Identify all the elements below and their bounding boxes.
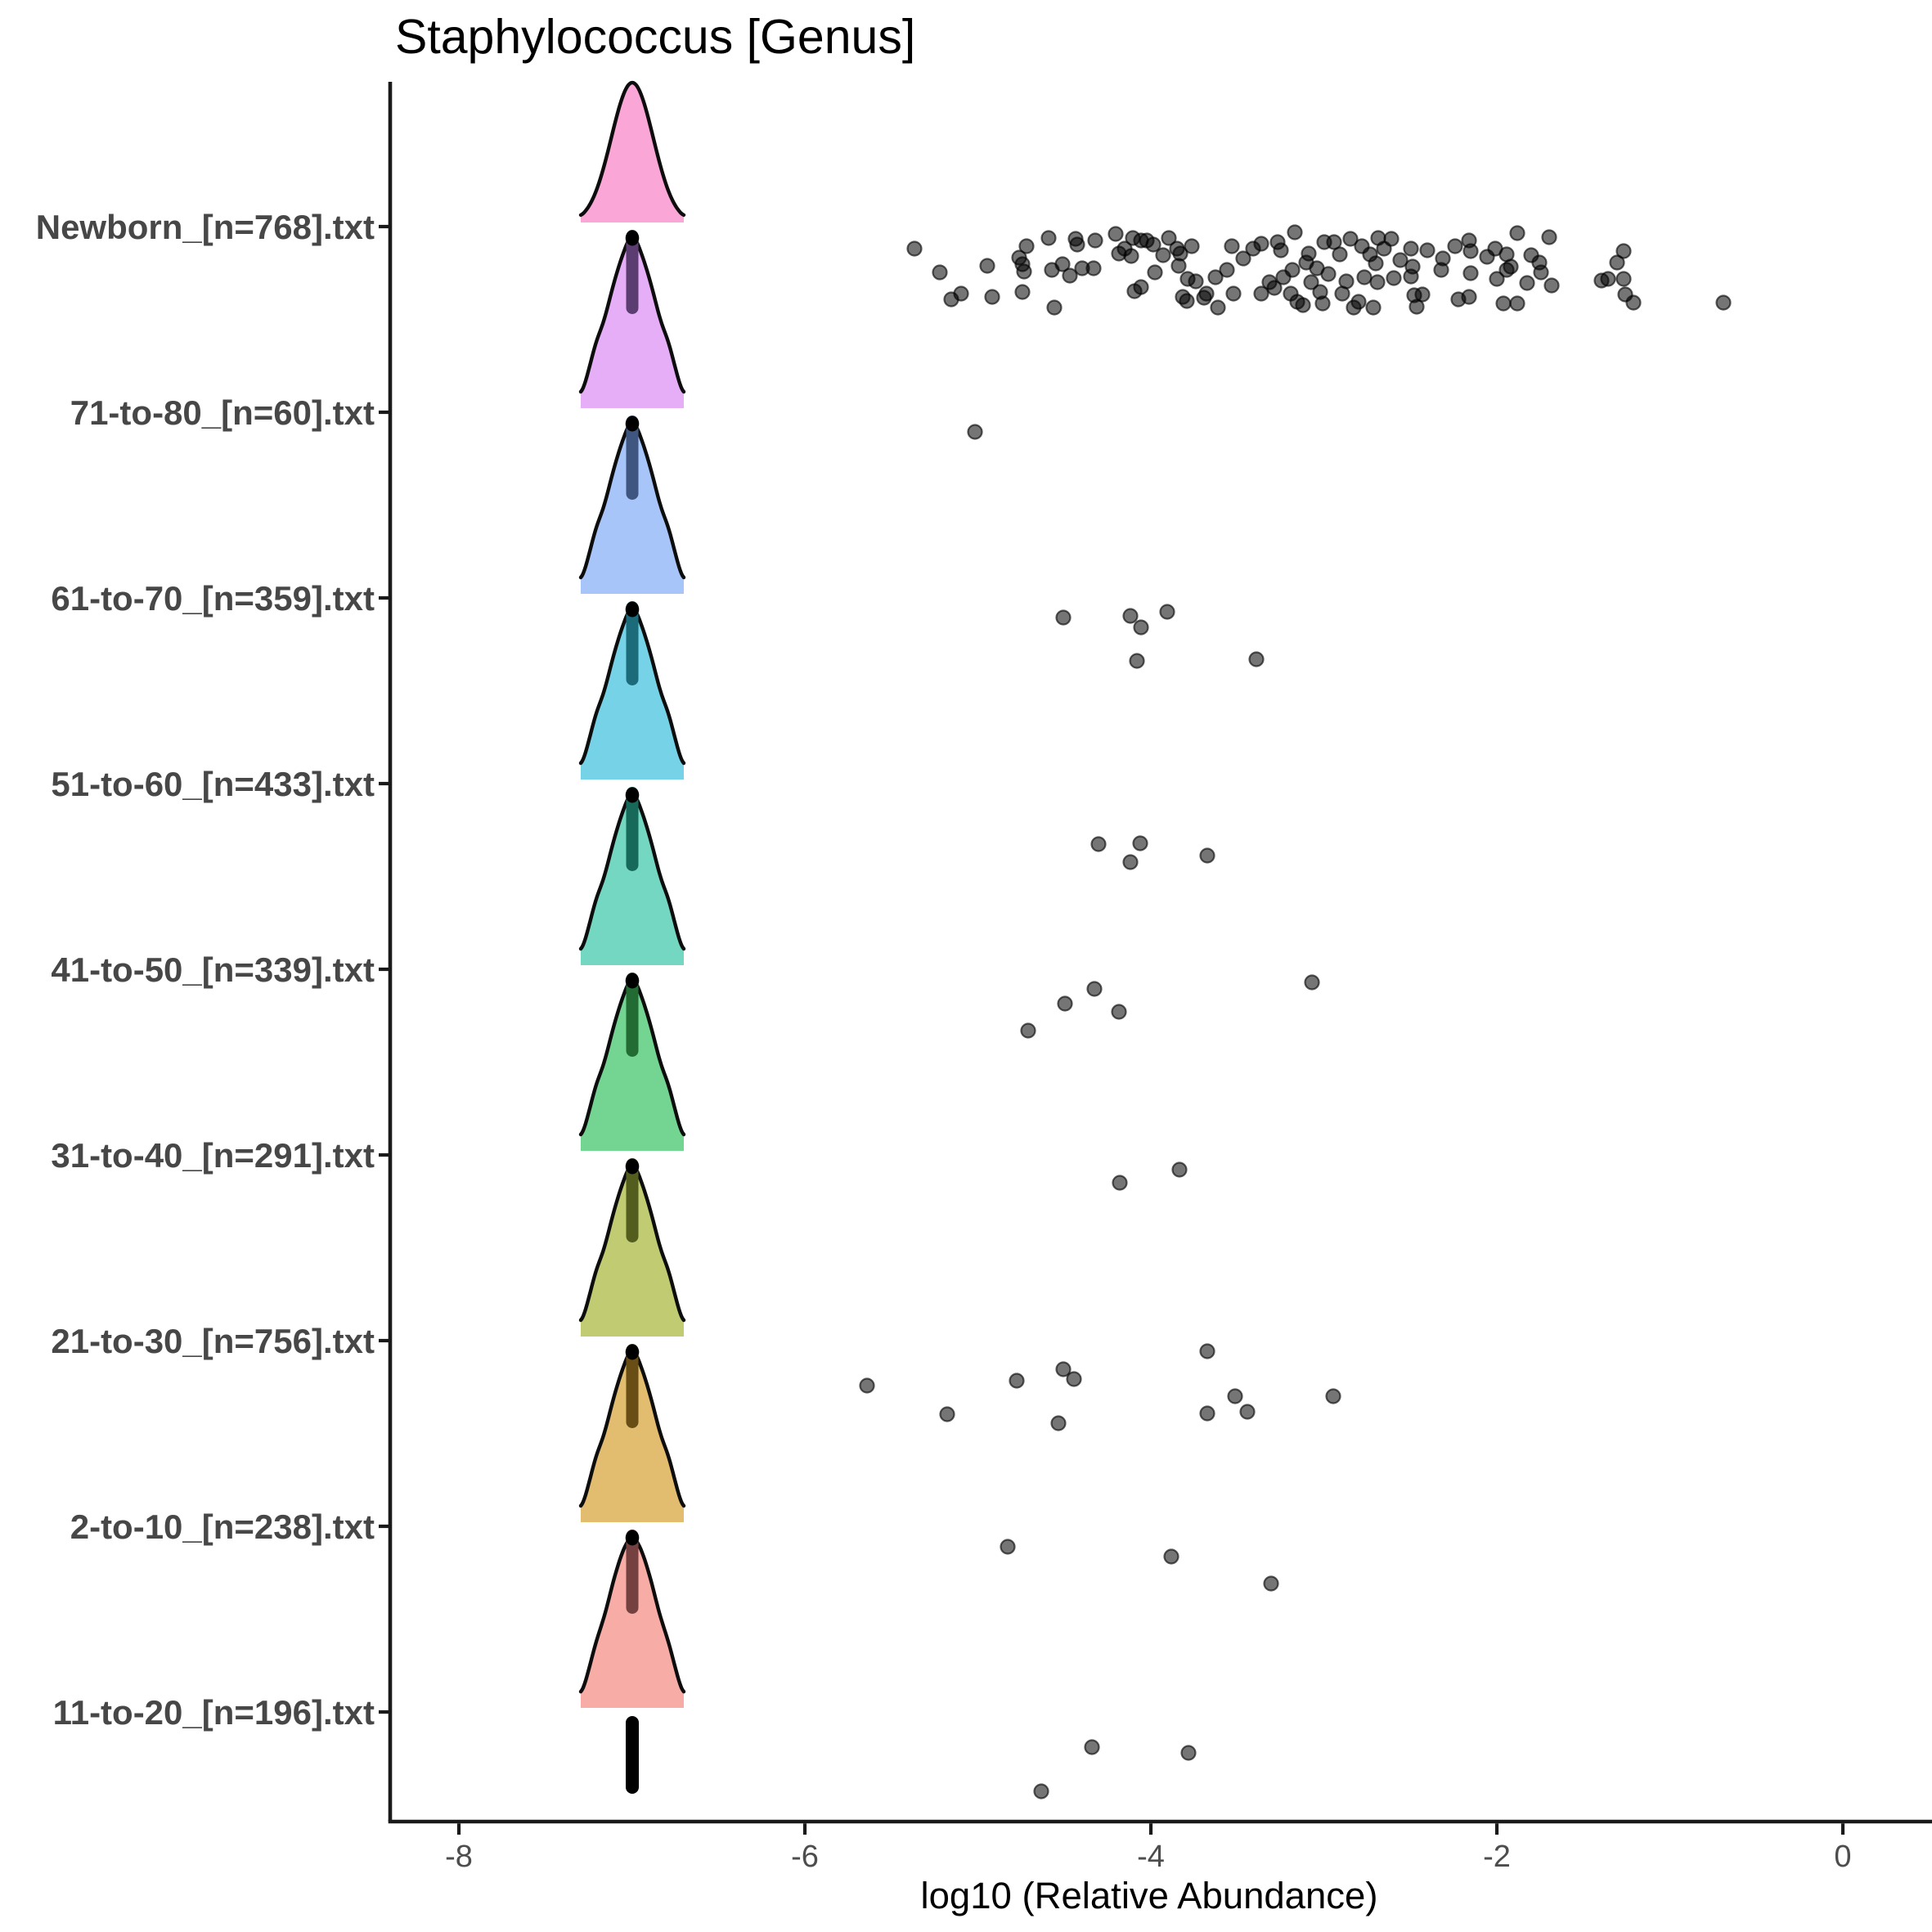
svg-text:11-to-20_[n=196].txt: 11-to-20_[n=196].txt (53, 1693, 375, 1732)
svg-text:71-to-80_[n=60].txt: 71-to-80_[n=60].txt (70, 393, 375, 432)
svg-text:-2: -2 (1483, 1840, 1511, 1874)
svg-text:-4: -4 (1137, 1840, 1165, 1874)
svg-text:Staphylococcus [Genus]: Staphylococcus [Genus] (395, 10, 915, 64)
svg-text:-8: -8 (445, 1840, 473, 1874)
svg-text:41-to-50_[n=339].txt: 41-to-50_[n=339].txt (51, 950, 375, 989)
svg-text:61-to-70_[n=359].txt: 61-to-70_[n=359].txt (51, 579, 375, 618)
svg-text:2-to-10_[n=238].txt: 2-to-10_[n=238].txt (70, 1507, 375, 1546)
svg-text:-6: -6 (791, 1840, 819, 1874)
svg-text:log10 (Relative Abundance): log10 (Relative Abundance) (920, 1875, 1377, 1916)
svg-text:Newborn_[n=768].txt: Newborn_[n=768].txt (36, 208, 375, 246)
svg-text:51-to-60_[n=433].txt: 51-to-60_[n=433].txt (51, 765, 375, 803)
svg-text:0: 0 (1834, 1840, 1851, 1874)
svg-text:31-to-40_[n=291].txt: 31-to-40_[n=291].txt (51, 1136, 375, 1175)
svg-text:21-to-30_[n=756].txt: 21-to-30_[n=756].txt (51, 1322, 375, 1360)
